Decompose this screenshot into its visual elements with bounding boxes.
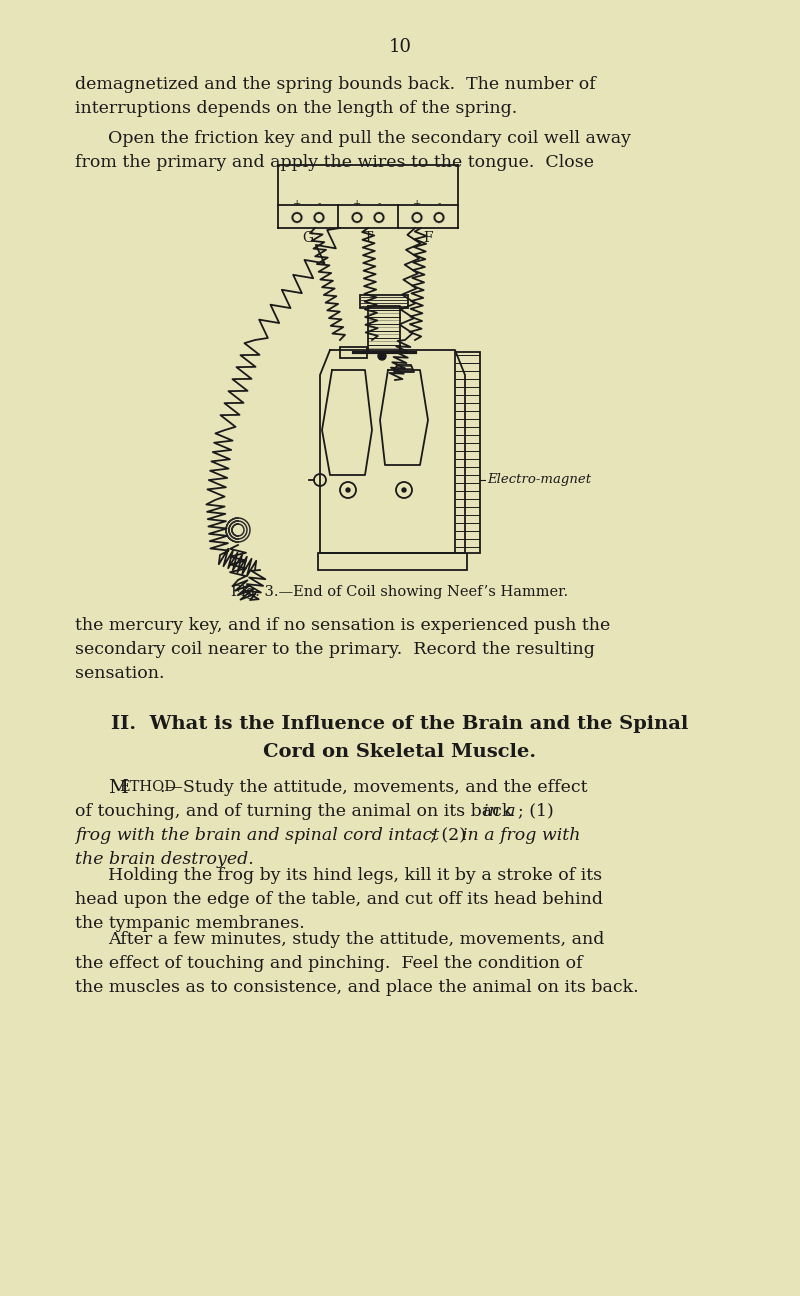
Text: -: - bbox=[438, 200, 441, 207]
Text: demagnetized and the spring bounds back.  The number of: demagnetized and the spring bounds back.… bbox=[75, 76, 596, 93]
Circle shape bbox=[292, 213, 302, 223]
Text: T: T bbox=[363, 231, 373, 245]
Text: the muscles as to consistence, and place the animal on its back.: the muscles as to consistence, and place… bbox=[75, 978, 638, 997]
Circle shape bbox=[314, 213, 324, 223]
Text: -: - bbox=[318, 200, 321, 207]
Text: Fig. 3.—End of Coil showing Neef’s Hammer.: Fig. 3.—End of Coil showing Neef’s Hamme… bbox=[231, 584, 569, 599]
Text: Open the friction key and pull the secondary coil well away: Open the friction key and pull the secon… bbox=[108, 130, 631, 146]
Text: secondary coil nearer to the primary.  Record the resulting: secondary coil nearer to the primary. Re… bbox=[75, 642, 595, 658]
Text: ; (2): ; (2) bbox=[430, 827, 471, 844]
Circle shape bbox=[374, 213, 384, 223]
Circle shape bbox=[412, 213, 422, 223]
Text: the effect of touching and pinching.  Feel the condition of: the effect of touching and pinching. Fee… bbox=[75, 955, 582, 972]
Text: .—Study the attitude, movements, and the effect: .—Study the attitude, movements, and the… bbox=[160, 779, 587, 796]
Circle shape bbox=[374, 213, 384, 223]
Text: the tympanic membranes.: the tympanic membranes. bbox=[75, 915, 305, 932]
Text: +: + bbox=[353, 200, 361, 207]
Text: head upon the edge of the table, and cut off its head behind: head upon the edge of the table, and cut… bbox=[75, 892, 603, 908]
Text: -: - bbox=[378, 200, 381, 207]
Circle shape bbox=[346, 489, 350, 492]
Circle shape bbox=[292, 213, 302, 223]
Text: F: F bbox=[423, 231, 433, 245]
Circle shape bbox=[434, 213, 444, 223]
Text: sensation.: sensation. bbox=[75, 665, 165, 682]
Text: 10: 10 bbox=[389, 38, 411, 56]
Text: the brain destroyed.: the brain destroyed. bbox=[75, 851, 254, 868]
Circle shape bbox=[314, 213, 324, 223]
Text: frog with the brain and spinal cord intact: frog with the brain and spinal cord inta… bbox=[75, 827, 439, 844]
Text: from the primary and apply the wires to the tongue.  Close: from the primary and apply the wires to … bbox=[75, 154, 594, 171]
Circle shape bbox=[352, 213, 362, 223]
Text: the mercury key, and if no sensation is experienced push the: the mercury key, and if no sensation is … bbox=[75, 617, 610, 634]
Circle shape bbox=[352, 213, 362, 223]
Text: in a frog with: in a frog with bbox=[462, 827, 581, 844]
Text: ETHOD: ETHOD bbox=[119, 780, 176, 794]
Circle shape bbox=[412, 213, 422, 223]
Text: Cord on Skeletal Muscle.: Cord on Skeletal Muscle. bbox=[263, 743, 537, 761]
Text: Holding the frog by its hind legs, kill it by a stroke of its: Holding the frog by its hind legs, kill … bbox=[108, 867, 602, 884]
Text: interruptions depends on the length of the spring.: interruptions depends on the length of t… bbox=[75, 100, 518, 117]
Text: M: M bbox=[108, 779, 128, 797]
Text: After a few minutes, study the attitude, movements, and: After a few minutes, study the attitude,… bbox=[108, 931, 604, 947]
Circle shape bbox=[402, 489, 406, 492]
Bar bbox=[360, 295, 408, 308]
Circle shape bbox=[378, 353, 386, 360]
Bar bbox=[340, 347, 367, 358]
Text: +: + bbox=[293, 200, 301, 207]
Text: of touching, and of turning the animal on its back ; (1): of touching, and of turning the animal o… bbox=[75, 804, 559, 820]
Text: +: + bbox=[413, 200, 421, 207]
Text: in a: in a bbox=[483, 804, 516, 820]
Text: II.  What is the Influence of the Brain and the Spinal: II. What is the Influence of the Brain a… bbox=[111, 715, 689, 734]
Bar bbox=[318, 553, 467, 570]
Text: G: G bbox=[302, 231, 314, 245]
Circle shape bbox=[434, 213, 444, 223]
Text: Electro-magnet: Electro-magnet bbox=[487, 473, 591, 486]
Bar bbox=[455, 353, 480, 553]
